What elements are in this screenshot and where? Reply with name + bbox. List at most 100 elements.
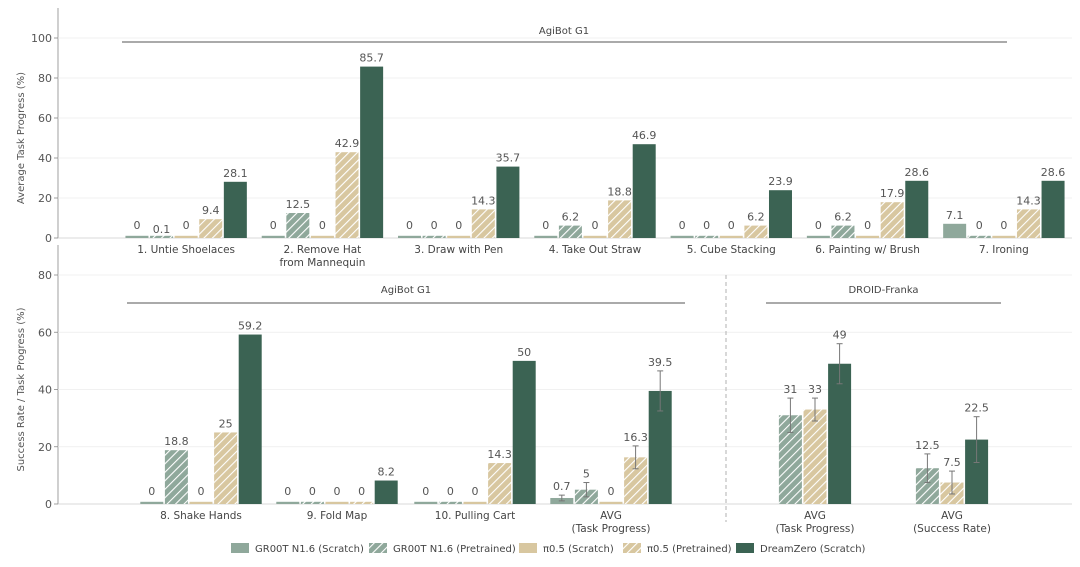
top-bar-chart: 0 20 40 60 80 100 Average Task Progress (%) 0 0.… <box>16 8 1072 269</box>
data-label: 5 <box>583 468 590 481</box>
group-label: AgiBot G1 <box>539 26 589 37</box>
x-tick-label: 6. Painting w/ Brush <box>815 244 920 256</box>
bar-pi_scratch <box>599 501 623 504</box>
legend-label: DreamZero (Scratch) <box>760 544 866 555</box>
data-label: 0 <box>542 219 549 232</box>
x-tick-label: from Mannequin <box>279 257 365 269</box>
bar-groot_pretrained <box>164 450 188 504</box>
data-label: 18.8 <box>164 435 189 448</box>
data-label: 0 <box>309 485 316 498</box>
legend-swatch-groot_pretrained <box>369 543 387 553</box>
data-label: 18.8 <box>607 185 632 198</box>
bar-groot_scratch <box>670 235 694 238</box>
legend-label: GR00T N1.6 (Pretrained) <box>393 544 516 555</box>
bar-groot_pretrained <box>831 225 855 238</box>
y-tick-label: 80 <box>38 72 52 85</box>
bar-pi_scratch <box>992 235 1016 238</box>
bar-pi_scratch <box>463 501 487 504</box>
data-label: 0 <box>422 485 429 498</box>
y-tick-label: 60 <box>38 326 52 339</box>
bar-pi_scratch <box>856 235 880 238</box>
data-label: 0 <box>183 219 190 232</box>
legend-swatch-dreamzero <box>736 543 754 553</box>
data-label: 0.7 <box>553 480 571 493</box>
data-label: 0 <box>815 219 822 232</box>
bar-groot_pretrained <box>286 213 310 238</box>
bar-dreamzero <box>648 390 672 504</box>
y-tick-label: 100 <box>31 32 52 45</box>
data-label: 14.3 <box>471 194 496 207</box>
data-label: 7.1 <box>946 209 964 222</box>
data-label: 0 <box>447 485 454 498</box>
data-label: 0 <box>406 219 413 232</box>
x-tick-label: 4. Take Out Straw <box>549 244 642 256</box>
data-label: 49 <box>833 329 847 342</box>
data-label: 0 <box>455 219 462 232</box>
data-label: 50 <box>517 346 531 359</box>
data-label: 16.3 <box>623 431 648 444</box>
data-label: 33 <box>808 383 822 396</box>
bar-pi_pretrained <box>744 225 768 238</box>
bar-pi_pretrained <box>803 409 827 504</box>
bar-groot_pretrained <box>300 501 324 504</box>
data-label: 6.2 <box>747 211 765 224</box>
x-tick-label: AVG <box>804 510 826 522</box>
y-axis-label: Success Rate / Task Progress (%) <box>16 307 27 471</box>
bar-pi_pretrained <box>350 501 374 504</box>
y-tick-label: 40 <box>38 384 52 397</box>
bar-pi_scratch <box>189 501 213 504</box>
y-tick-label: 20 <box>38 441 52 454</box>
bar-groot_scratch <box>125 235 149 238</box>
legend-label: π0.5 (Scratch) <box>543 544 614 555</box>
bar-groot_pretrained <box>558 225 582 238</box>
data-label: 0 <box>608 485 615 498</box>
data-label: 0 <box>864 219 871 232</box>
data-label: 85.7 <box>359 52 384 65</box>
data-label: 0 <box>319 219 326 232</box>
y-axis-label: Average Task Progress (%) <box>16 72 27 204</box>
data-label: 23.9 <box>768 175 793 188</box>
x-tick-label: AVG <box>941 510 963 522</box>
x-tick-label: 8. Shake Hands <box>160 510 242 522</box>
bar-groot_pretrained <box>150 235 174 238</box>
data-label: 59.2 <box>238 320 263 333</box>
data-label: 9.4 <box>202 204 220 217</box>
data-label: 46.9 <box>632 129 657 142</box>
data-label: 0 <box>472 485 479 498</box>
y-tick-label: 0 <box>45 498 52 511</box>
bar-groot_scratch <box>261 235 285 238</box>
bar-dreamzero <box>768 190 792 238</box>
bar-dreamzero <box>374 480 398 504</box>
data-label: 0 <box>703 219 710 232</box>
bar-groot_scratch <box>276 501 300 504</box>
data-label: 0 <box>148 485 155 498</box>
bar-pi_pretrained <box>880 202 904 238</box>
data-label: 42.9 <box>335 137 360 150</box>
bar-pi_pretrained <box>488 463 512 504</box>
bar-pi_pretrained <box>335 152 359 238</box>
y-tick-label: 60 <box>38 112 52 125</box>
x-tick-label: 9. Fold Map <box>307 510 368 522</box>
bar-pi_scratch <box>583 235 607 238</box>
data-label: 7.5 <box>943 456 961 469</box>
data-label: 12.5 <box>286 198 311 211</box>
x-tick-label: (Success Rate) <box>913 523 991 535</box>
bar-dreamzero <box>905 180 929 238</box>
bar-pi_scratch <box>310 235 334 238</box>
data-label: 28.1 <box>223 167 248 180</box>
data-label: 0 <box>592 219 599 232</box>
bar-groot_scratch <box>806 235 830 238</box>
data-label: 0 <box>431 219 438 232</box>
bar-dreamzero <box>965 439 989 504</box>
x-tick-label: 3. Draw with Pen <box>414 244 503 256</box>
bar-groot_pretrained <box>438 501 462 504</box>
bar-pi_scratch <box>174 235 198 238</box>
legend-swatch-groot_scratch <box>231 543 249 553</box>
x-tick-label: (Task Progress) <box>775 523 854 535</box>
bar-groot_pretrained <box>778 415 802 504</box>
bar-dreamzero <box>360 66 384 238</box>
data-label: 6.2 <box>562 211 580 224</box>
data-label: 35.7 <box>496 152 521 165</box>
bar-groot_pretrained <box>422 235 446 238</box>
